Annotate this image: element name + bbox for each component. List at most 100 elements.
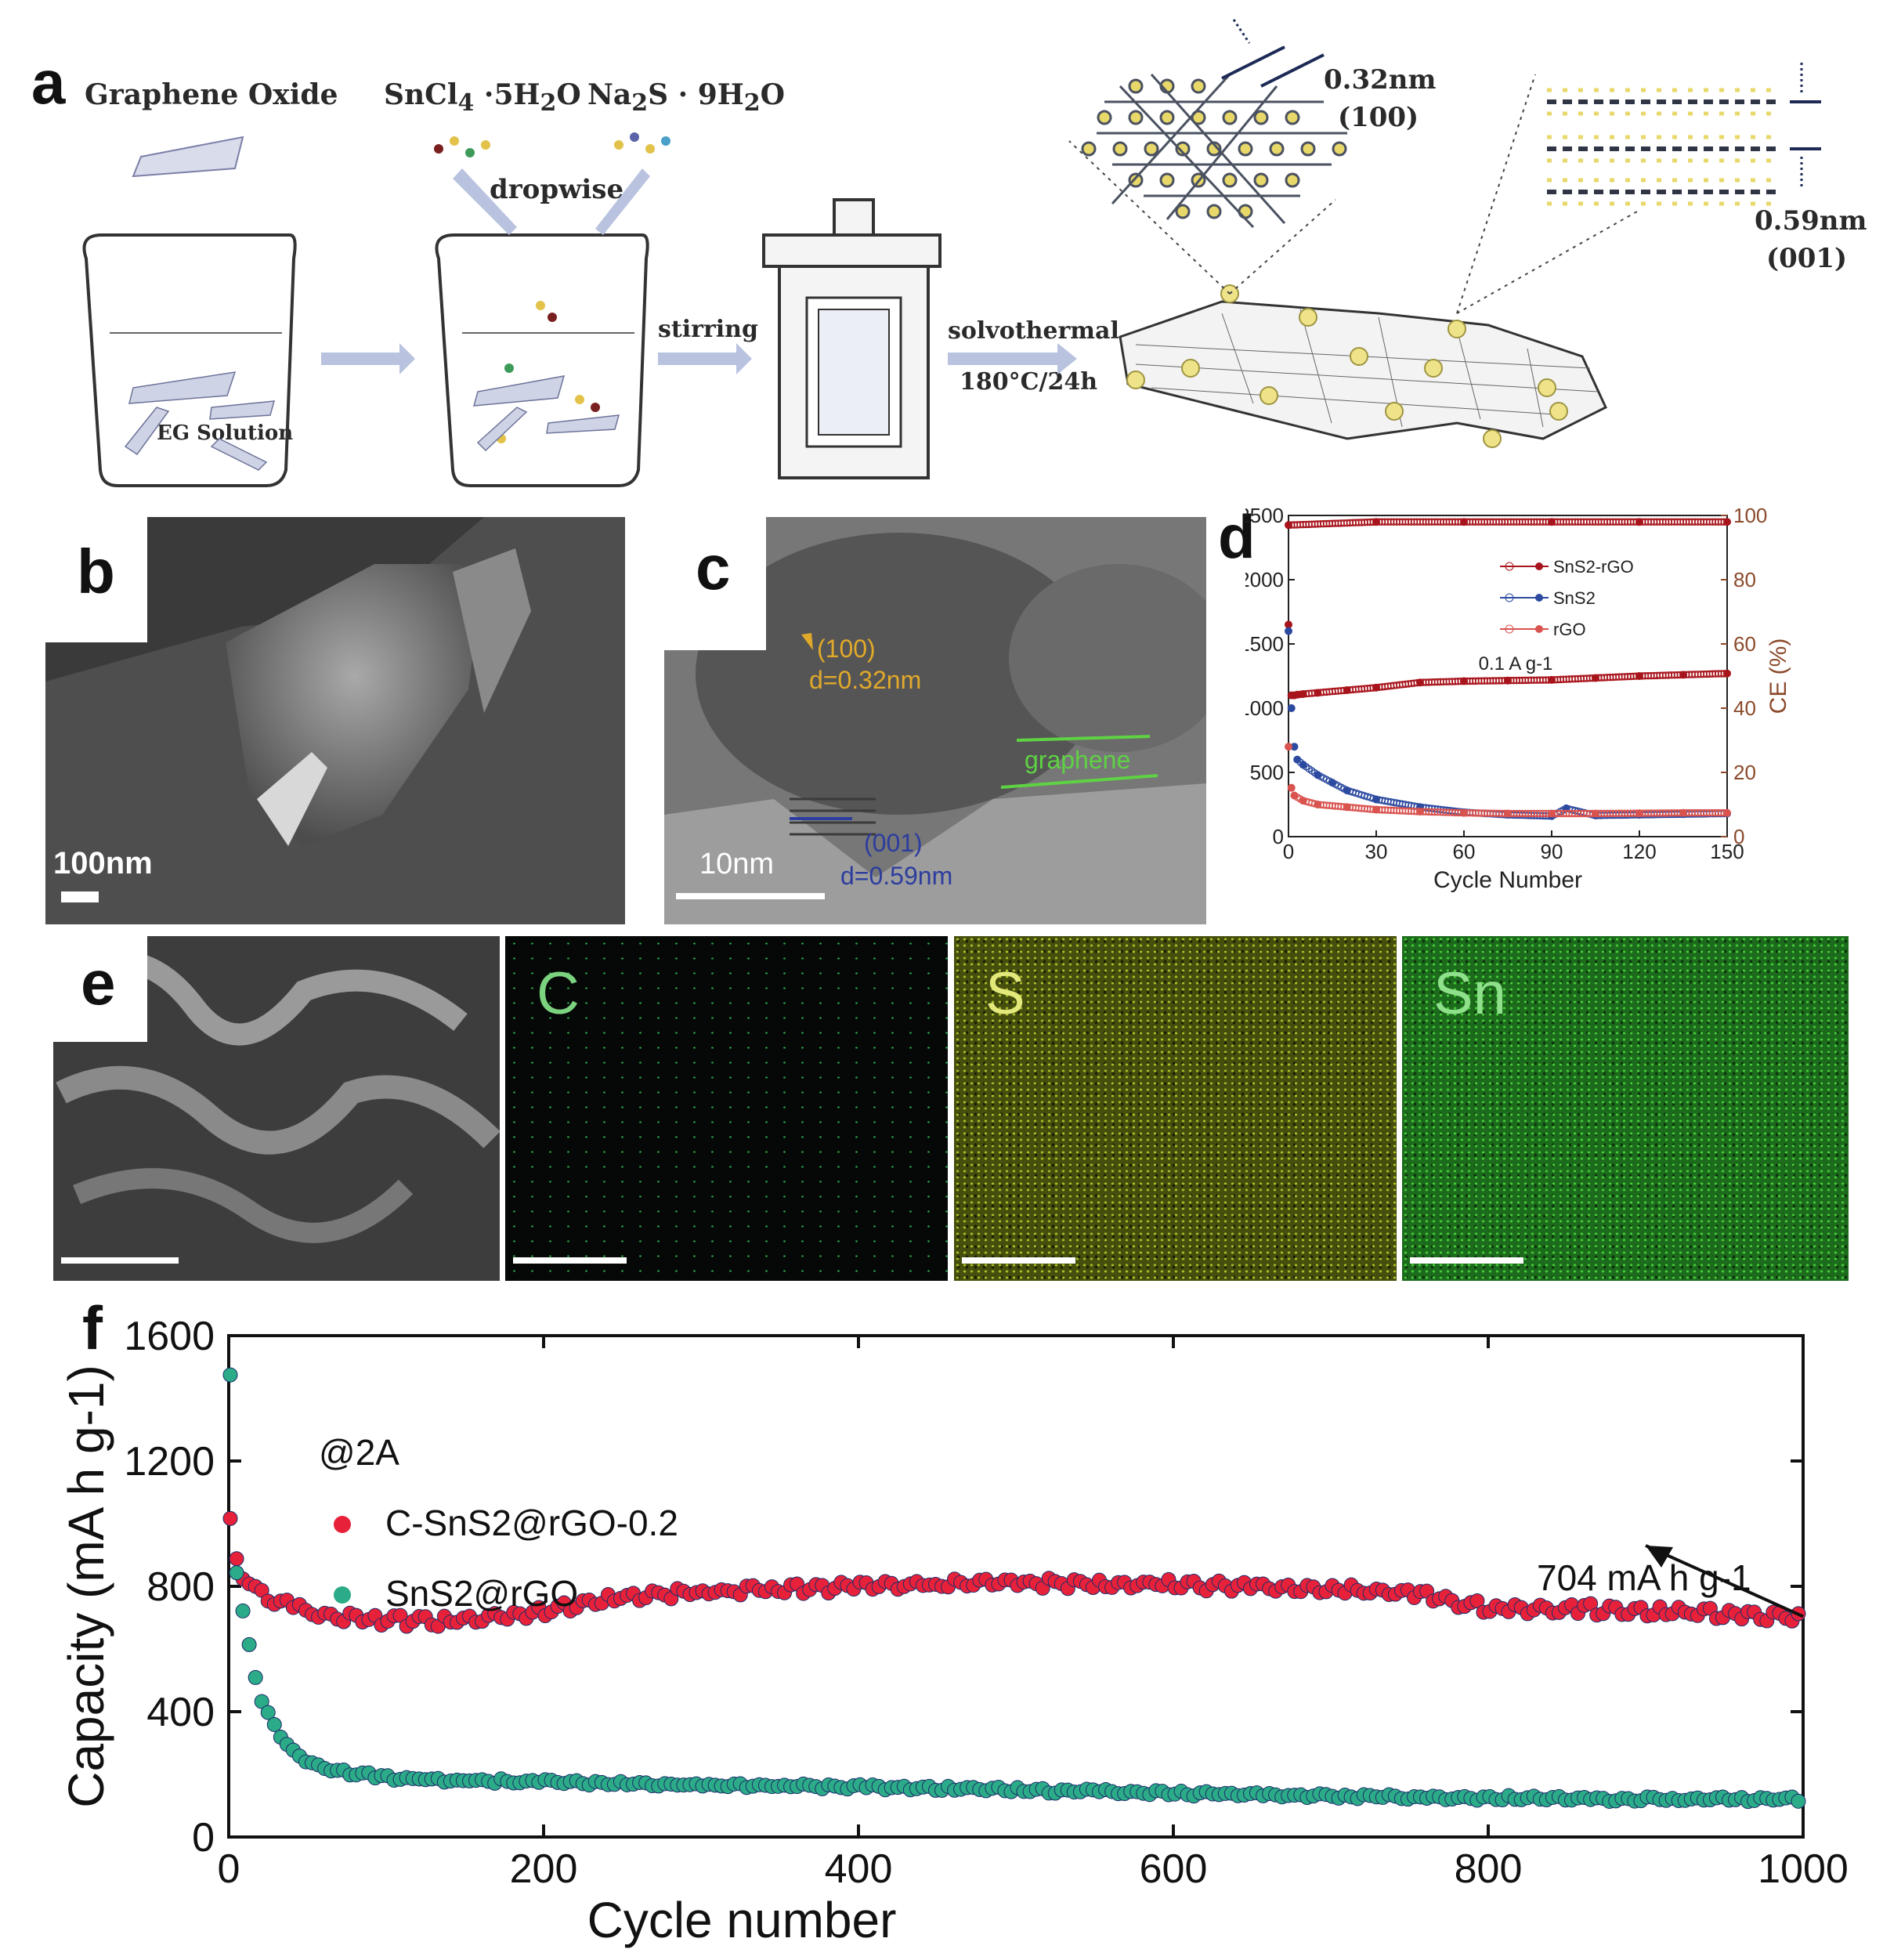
data-point [1343,786,1351,794]
panel-label-f: f [82,1293,103,1362]
data-point [1285,627,1292,635]
graphene-oxide-label: Graphene Oxide [85,78,338,111]
data-point [1460,808,1468,817]
data-point [1287,783,1296,792]
panel-label-a: a [31,48,66,117]
data-point [1372,795,1380,804]
panel-a: a Graphene Oxide SnCl4 ·5H2O Na2S · 9H2O… [0,0,1883,501]
annotation-arrow [1645,1544,1804,1618]
y-tick-label: 1600 [124,1314,215,1359]
hkl001-label: (001) [1766,243,1848,274]
data-point [1548,809,1556,818]
data-point [1416,808,1424,816]
data-point [1290,791,1299,800]
legend-marker [1505,562,1514,571]
process-arrow-icon [658,343,752,374]
sncl4-label: SnCl4 ·5H2O [384,78,581,118]
legend-label: SnS2 [1553,588,1596,608]
data-point [248,1669,263,1685]
x-tick-label: 90 [1541,840,1563,863]
data-point [1504,676,1512,685]
data-point [1314,689,1322,697]
data-point [1460,518,1468,526]
data-point [1290,743,1299,751]
x-axis-label: Cycle Number [1433,867,1582,893]
tem-texture [664,517,1206,924]
data-point [1469,1593,1485,1609]
data-point [1635,809,1643,818]
data-point [1548,518,1556,526]
legend-label: rGO [1553,620,1586,639]
autoclave-icon [762,198,942,479]
data-point [222,1367,238,1383]
y-tick-label: 1000 [1245,696,1284,720]
graphene-sheet-icon [1119,284,1607,448]
dispersed-sheets-icon [472,375,620,452]
data-point [1314,771,1322,779]
y2-axis-label: CE (%) [1766,638,1791,714]
data-point [1460,677,1468,685]
data-point [229,1565,244,1581]
y-tick-label: 1200 [124,1439,215,1484]
d100-label: 0.32nm [1324,64,1437,96]
data-point [266,1716,282,1732]
data-point [229,1551,244,1567]
y-tick-label: 2500 [1245,504,1284,527]
legend-marker [334,1516,351,1533]
y-tick-label: 0 [192,1815,215,1861]
panel-label-b: b [45,517,147,642]
data-point [1679,808,1687,817]
data-point [1285,521,1292,530]
x-tick-label: 30 [1365,840,1388,863]
data-point [1299,761,1307,769]
data-point [235,1603,251,1618]
data-point [1791,1793,1806,1809]
data-point [1287,704,1296,712]
data-point [222,1510,238,1526]
panel-d-chart: 0306090120150050010001500200025000204060… [1245,504,1791,893]
sns2-layers-icon [1547,63,1821,206]
process-arrow-icon [321,343,415,374]
data-point [1293,755,1302,764]
data-point [1285,620,1292,629]
eds-map-c-label: C [537,960,580,1027]
data-point [1583,1596,1599,1611]
data-point [1548,675,1556,684]
rate-annotation: 0.1 A g-1 [1479,653,1553,674]
data-point [1285,743,1292,751]
callout-lines [1068,74,1638,314]
condition-label: 180°C/24h [960,368,1098,396]
scale-bar-eds-sn [1410,1257,1523,1264]
data-point [1679,671,1687,679]
y-tick-label: 2000 [1245,568,1284,591]
series-SnS2@rGO [222,1367,1806,1810]
data-point [1416,678,1424,687]
legend-marker [1505,593,1514,602]
y-tick-label: 0 [1273,825,1284,848]
y2-tick-label: 100 [1733,504,1767,527]
scale-bar-label-c: 10nm [699,848,775,881]
legend-label: SnS2@rGO [385,1573,578,1614]
d100-annotation: d=0.32nm [809,666,922,694]
y2-tick-label: 60 [1733,632,1756,656]
d001-label: 0.59nm [1755,205,1867,237]
scale-bar-e [61,1257,179,1264]
annotation-arrowhead [1646,1546,1673,1568]
data-point [1343,686,1351,695]
hkl001-annotation: (001) [864,829,923,857]
plot-frame [1288,515,1728,837]
eds-map-s: S [954,936,1397,1281]
dropwise-label: dropwise [490,174,624,205]
sns2-lattice-icon [1081,19,1347,229]
x-tick-label: 60 [1453,840,1476,863]
scale-bar-eds-s [962,1257,1075,1264]
series-rGO [1285,743,1731,818]
x-tick-label: 400 [825,1846,893,1892]
eds-map-sn-label: Sn [1433,960,1506,1027]
x-tick-label: 200 [510,1846,578,1892]
legend-marker [1505,624,1514,634]
legend-marker [1535,625,1543,633]
x-tick-label: 0 [218,1846,240,1892]
y2-tick-label: 80 [1733,568,1756,591]
